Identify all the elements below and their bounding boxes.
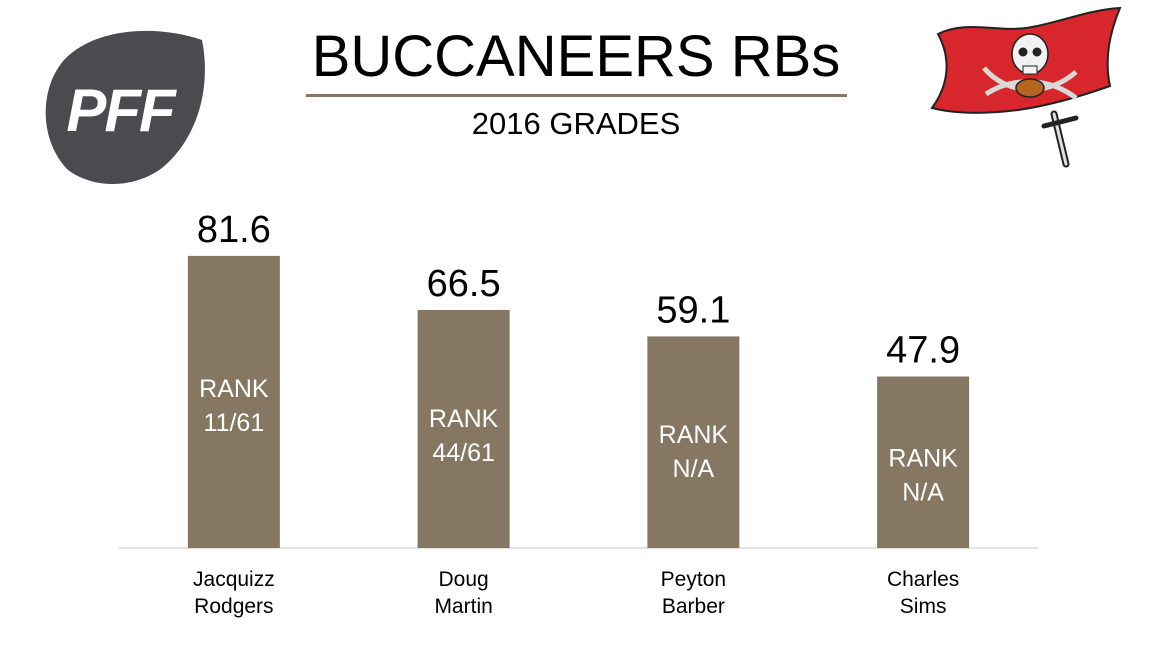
category-label: Sims — [900, 595, 947, 618]
bar-rank-label: 44/61 — [432, 439, 495, 467]
pff-logo-text: PFF — [66, 77, 177, 144]
bar-rank-label: RANK — [199, 375, 269, 403]
bar-rank-label: 11/61 — [204, 409, 265, 437]
bar-rank-label: RANK — [429, 405, 499, 433]
bar-rank-label: RANK — [659, 421, 729, 449]
category-label: Martin — [434, 595, 492, 618]
bar — [417, 309, 510, 548]
bar-rank-label: RANK — [888, 444, 958, 472]
buccaneers-flag-logo — [930, 6, 1122, 168]
bar-value-label: 47.9 — [886, 330, 960, 372]
category-label: Barber — [662, 595, 725, 618]
sword-hilt-icon — [1041, 110, 1079, 168]
category-label: Jacquizz — [193, 568, 275, 591]
pff-logo: PFF — [45, 30, 205, 185]
football-icon — [1015, 78, 1045, 98]
bar — [877, 376, 970, 548]
page-subtitle: 2016 GRADES — [471, 106, 681, 141]
category-label: Rodgers — [194, 595, 273, 618]
title-underline — [306, 94, 847, 97]
category-label: Doug — [439, 568, 489, 591]
bar — [187, 255, 280, 548]
bar-rank-label: N/A — [902, 478, 944, 506]
bar-value-label: 66.5 — [427, 263, 501, 305]
category-label: Charles — [887, 568, 959, 591]
category-label: Peyton — [661, 568, 726, 591]
bar-value-label: 59.1 — [656, 289, 730, 331]
page-title: BUCCANEERS RBs — [311, 24, 841, 89]
pff-logo-ball-shape — [45, 30, 205, 185]
bar — [647, 336, 740, 548]
skull-icon — [1011, 33, 1049, 75]
bar-rank-label: N/A — [673, 455, 715, 483]
bar-value-label: 81.6 — [197, 209, 271, 251]
